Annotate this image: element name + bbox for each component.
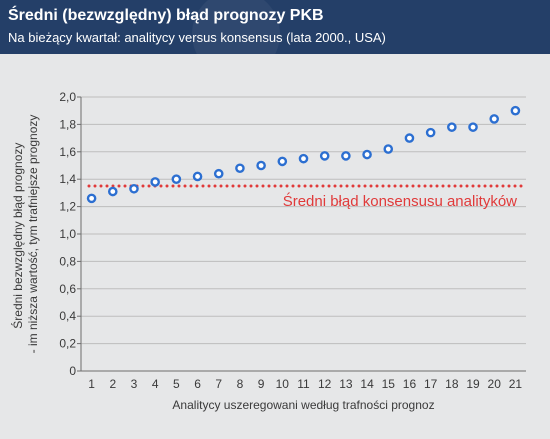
data-point bbox=[362, 149, 372, 160]
axes bbox=[77, 96, 526, 372]
x-tick-label: 7 bbox=[215, 377, 222, 391]
data-point bbox=[298, 153, 309, 164]
y-tick-labels: 0 0,2 0,4 0,6 0,8 1,0 1,2 1,4 1,6 1,8 2,0 bbox=[59, 90, 76, 378]
data-point bbox=[107, 186, 118, 197]
data-point bbox=[192, 171, 203, 182]
data-point bbox=[319, 151, 330, 161]
y-tick-label: 2,0 bbox=[59, 90, 76, 104]
data-point bbox=[235, 163, 245, 174]
x-tick-label: 16 bbox=[403, 377, 417, 391]
x-tick-label: 11 bbox=[297, 377, 310, 391]
y-axis-title-line-2: - im niższa wartość, tym trafniejsze pro… bbox=[26, 115, 40, 354]
y-tick-label: 0,6 bbox=[59, 282, 76, 296]
x-tick-label: 9 bbox=[258, 377, 265, 391]
data-point bbox=[256, 160, 266, 171]
x-tick-label: 18 bbox=[445, 377, 459, 391]
data-point bbox=[277, 156, 288, 167]
data-point bbox=[447, 122, 457, 132]
x-tick-label: 19 bbox=[466, 377, 480, 391]
x-tick-label: 8 bbox=[237, 377, 244, 391]
y-tick-label: 0,4 bbox=[59, 309, 76, 323]
data-points bbox=[86, 105, 521, 204]
data-point bbox=[404, 133, 415, 143]
data-point bbox=[510, 105, 521, 116]
chart-title: Średni (bezwzględny) błąd prognozy PKB bbox=[8, 7, 324, 24]
x-tick-label: 15 bbox=[382, 377, 396, 391]
x-tick-label: 10 bbox=[276, 377, 290, 391]
y-tick-label: 0,8 bbox=[59, 254, 76, 268]
data-point bbox=[150, 177, 160, 187]
x-tick-label: 21 bbox=[509, 377, 523, 391]
x-tick-label: 17 bbox=[424, 377, 438, 391]
y-tick-label: 0,2 bbox=[59, 337, 76, 351]
x-tick-label: 6 bbox=[194, 377, 201, 391]
y-tick-label: 1,8 bbox=[59, 117, 76, 131]
x-tick-labels: 1 2 3 4 5 6 7 8 9 10 11 12 13 14 15 16 17 18 19 20 21 bbox=[88, 377, 522, 391]
data-point bbox=[213, 168, 224, 179]
chart-header: Średni (bezwzględny) błąd prognozy PKB N… bbox=[0, 0, 550, 54]
header-watermark-circle bbox=[192, 0, 280, 54]
grid-lines bbox=[81, 96, 526, 345]
x-axis-title: Analitycy uszeregowani według trafności … bbox=[172, 398, 434, 412]
data-point bbox=[341, 151, 351, 161]
x-tick-label: 1 bbox=[88, 377, 95, 391]
x-tick-label: 13 bbox=[339, 377, 353, 391]
data-point bbox=[86, 193, 97, 204]
data-point bbox=[489, 114, 500, 124]
data-point bbox=[425, 127, 436, 138]
x-tick-label: 14 bbox=[360, 377, 374, 391]
y-tick-label: 1,2 bbox=[59, 200, 76, 214]
x-tick-label: 4 bbox=[152, 377, 159, 391]
x-tick-label: 2 bbox=[109, 377, 116, 391]
x-tick-label: 3 bbox=[131, 377, 138, 391]
chart-subtitle: Na bieżący kwartał: analitycy versus kon… bbox=[8, 30, 386, 45]
x-tick-label: 12 bbox=[318, 377, 332, 391]
data-point bbox=[383, 144, 394, 154]
reference-line-label: Średni błąd konsensusu analityków bbox=[283, 192, 517, 210]
y-tick-label: 0 bbox=[69, 364, 76, 378]
y-tick-label: 1,4 bbox=[59, 172, 76, 186]
data-point bbox=[129, 183, 139, 194]
y-tick-label: 1,0 bbox=[59, 227, 76, 241]
x-tick-label: 5 bbox=[173, 377, 180, 391]
y-axis-title: Średni bezwzględny błąd prognozy - im ni… bbox=[10, 115, 40, 354]
data-point bbox=[171, 174, 182, 184]
y-tick-label: 1,6 bbox=[59, 145, 76, 159]
data-point bbox=[468, 122, 478, 132]
y-axis-title-line-1: Średni bezwzględny błąd prognozy bbox=[10, 143, 25, 329]
x-tick-label: 20 bbox=[488, 377, 502, 391]
